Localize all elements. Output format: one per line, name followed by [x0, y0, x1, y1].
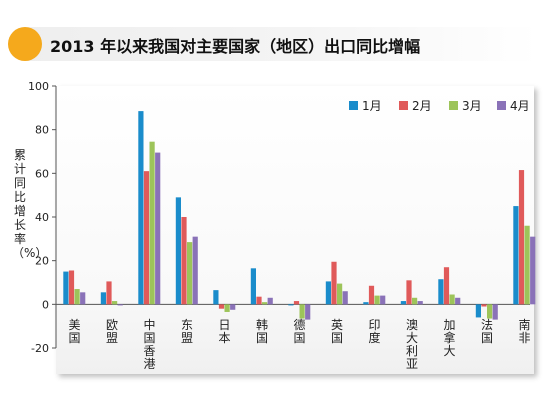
bar: [181, 217, 187, 305]
bar: [106, 281, 112, 305]
bar: [449, 294, 455, 305]
bar: [213, 290, 219, 305]
y-tick-label: 0: [42, 298, 49, 311]
x-tick-label: 南非: [518, 317, 530, 345]
bars: [63, 111, 536, 320]
x-tick-label: 日本: [218, 318, 230, 345]
bar: [80, 292, 86, 305]
y-tick-label: -20: [31, 342, 49, 355]
legend-swatch: [349, 101, 358, 110]
legend-label: 4月: [510, 99, 530, 113]
bar: [187, 242, 193, 305]
bar: [63, 271, 69, 305]
x-tick-label: 法国: [481, 318, 493, 345]
bar: [293, 301, 300, 305]
bar: [492, 304, 498, 320]
title-bar: [8, 27, 538, 61]
legend-label: 2月: [412, 99, 432, 113]
bar: [331, 261, 337, 305]
bar: [481, 304, 487, 307]
bar: [305, 304, 311, 320]
bar: [342, 291, 348, 305]
bar: [250, 268, 256, 305]
bar: [218, 304, 225, 309]
chart-title: 2013 年以来我国对主要国家（地区）出口同比增幅: [50, 37, 421, 56]
title-dot-icon: [8, 27, 42, 61]
y-tick-label: 60: [35, 167, 49, 180]
bar: [256, 296, 262, 305]
legend-label: 1月: [362, 99, 382, 113]
bar: [155, 152, 161, 305]
bar: [149, 141, 155, 305]
bar: [380, 295, 386, 305]
bar: [518, 170, 525, 305]
y-tick-label: 80: [35, 124, 49, 137]
bar: [412, 297, 418, 305]
x-tick-label: 印度: [368, 318, 380, 345]
bar: [443, 267, 450, 305]
bar: [475, 304, 481, 318]
bar: [138, 111, 144, 305]
axes: -20 0 20 40 60 80 100: [28, 80, 530, 355]
legend-label: 3月: [462, 99, 482, 113]
x-tick-label: 欧盟: [106, 318, 118, 345]
bar: [363, 302, 369, 305]
x-tick-label: 东盟: [181, 318, 193, 345]
bar: [68, 270, 75, 305]
bar: [417, 301, 423, 305]
bar: [143, 171, 150, 305]
bar: [230, 304, 236, 310]
bar: [337, 283, 343, 305]
bar: [530, 236, 536, 305]
bar: [224, 304, 230, 312]
y-tick-label: 40: [35, 211, 49, 224]
x-tick-label: 澳大利亚: [406, 318, 418, 371]
legend-swatch: [399, 101, 408, 110]
x-tick-label: 美国: [68, 318, 80, 345]
bar: [262, 302, 268, 305]
legend-swatch: [497, 101, 506, 110]
bar: [100, 292, 106, 305]
bar: [438, 279, 444, 305]
bar: [524, 225, 530, 305]
x-tick-label: 韩国: [256, 317, 268, 345]
bar: [267, 297, 273, 305]
bar: [455, 297, 461, 305]
bar: [288, 304, 294, 306]
bar: [368, 285, 375, 305]
x-tick-label: 英国: [331, 318, 343, 345]
bar: [192, 236, 198, 305]
x-tick-label: 德国: [293, 317, 305, 345]
bar: [112, 301, 118, 305]
chart-panel: [56, 86, 534, 374]
legend-swatch: [449, 101, 458, 110]
bar: [487, 304, 493, 319]
y-tick-label: 20: [35, 255, 49, 268]
bar: [175, 197, 181, 305]
legend: 1月 2月 3月 4月: [349, 99, 530, 113]
bar: [374, 295, 380, 305]
bar: [117, 304, 123, 306]
x-tick-label: 中国香港: [143, 317, 155, 371]
y-tick-label: 100: [28, 80, 49, 93]
bar: [74, 289, 80, 305]
bar: [406, 280, 412, 305]
bar: [325, 281, 331, 305]
bar: [513, 206, 519, 305]
x-tick-label: 加拿大: [443, 318, 455, 358]
bar: [299, 304, 305, 319]
bar: [400, 301, 406, 305]
